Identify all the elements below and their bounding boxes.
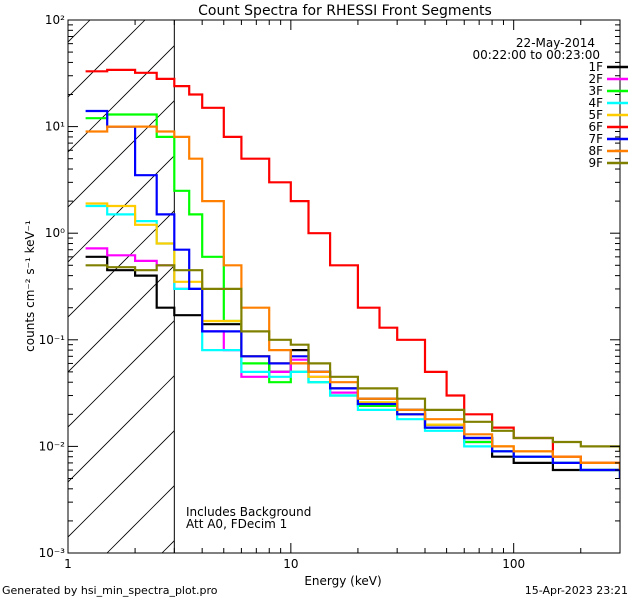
hatch-line: [68, 45, 175, 153]
hatch-line: [68, 375, 175, 483]
hatch-line: [68, 20, 146, 98]
hatch-line: [492, 20, 640, 553]
series-line-8F: [85, 125, 620, 470]
series-line-3F: [85, 113, 620, 479]
legend-label: 7F: [588, 132, 603, 146]
date-label: 22-May-2014: [516, 36, 595, 50]
hatch-line: [437, 20, 640, 553]
x-axis-label: Energy (keV): [304, 574, 381, 588]
legend-label: 8F: [588, 144, 603, 158]
annotation-attenuator: Att A0, FDecim 1: [186, 517, 287, 531]
y-axis-ticks: 10⁻³ 10⁻² 10⁻¹ 10⁰ 10¹ 10²: [39, 13, 620, 560]
hatch-line: [68, 265, 175, 373]
series-line-7F: [85, 109, 620, 479]
series-line-5F: [85, 202, 620, 470]
plot-frame: [67, 19, 621, 554]
hatch-line: [68, 210, 175, 318]
y-tick-label: 10⁰: [45, 226, 65, 240]
hatch-line: [68, 320, 175, 428]
hatch-line: [217, 20, 640, 553]
legend-label: 2F: [588, 72, 603, 86]
series-group: [85, 68, 620, 479]
legend-label: 6F: [588, 120, 603, 134]
hatch-line: [602, 20, 640, 553]
y-tick-label: 10⁻²: [39, 439, 66, 453]
generated-by-label: Generated by hsi_min_spectra_plot.pro: [2, 584, 218, 597]
y-tick-label: 10⁻¹: [39, 333, 66, 347]
legend-label: 1F: [588, 60, 603, 74]
hatch-line: [272, 20, 640, 553]
hatch-line: [68, 155, 175, 263]
series-line-6F: [85, 68, 620, 470]
x-tick-label: 1: [64, 557, 72, 571]
legend-label: 4F: [588, 96, 603, 110]
y-tick-label: 10¹: [45, 120, 65, 134]
hatch-line: [68, 430, 175, 538]
series-line-9F: [85, 264, 620, 452]
footer-timestamp: 15-Apr-2023 23:21: [525, 584, 628, 597]
hatch-line: [106, 485, 175, 553]
x-tick-label: 10: [283, 557, 298, 571]
x-tick-label: 100: [502, 557, 525, 571]
hatch-line: [161, 540, 175, 553]
legend-label: 3F: [588, 84, 603, 98]
legend-label: 9F: [588, 156, 603, 170]
hatch-line: [68, 100, 175, 208]
time-range-label: 00:22:00 to 00:23:00: [473, 48, 600, 62]
y-tick-label: 10²: [45, 13, 65, 27]
annotation-background: Includes Background: [186, 505, 311, 519]
y-tick-label: 10⁻³: [39, 546, 66, 560]
series-line-1F: [85, 255, 620, 479]
hatch-lines: [68, 20, 640, 553]
series-line-2F: [85, 247, 620, 479]
legend-label: 5F: [588, 108, 603, 122]
y-axis-label: counts cm⁻² s⁻¹ keV⁻¹: [23, 220, 37, 352]
hatched-background-region: [68, 20, 640, 553]
chart-title: Count Spectra for RHESSI Front Segments: [198, 3, 492, 19]
x-axis-ticks: 1 10 100: [64, 20, 621, 571]
